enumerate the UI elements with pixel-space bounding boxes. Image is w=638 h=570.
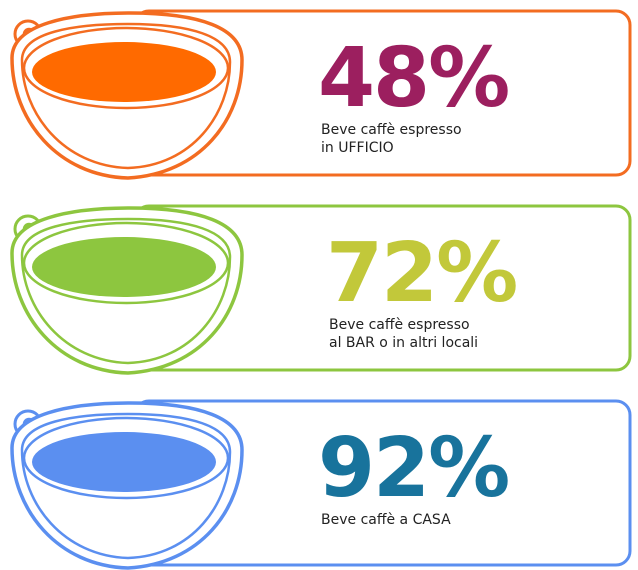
description: Beve caffè a CASA [321,512,451,528]
coffee [32,237,216,297]
description: Beve caffè espresso [321,122,462,138]
cup-inner [20,412,232,560]
percentage: 72% [326,226,516,321]
coffee [32,432,216,492]
percentage: 92% [318,421,508,516]
description: Beve caffè espresso [329,317,470,333]
cup-inner [20,22,232,170]
panel: 48%Beve caffè espresso in UFFICIO [10,9,632,180]
panel: 92%Beve caffè a CASA [10,399,632,570]
cup-inner [20,217,232,365]
coffee [32,42,216,102]
description: in UFFICIO [321,140,394,156]
panel: 72%Beve caffè espresso al BAR o in altri … [10,204,632,375]
description: al BAR o in altri locali [329,335,478,351]
percentage: 48% [318,31,508,126]
